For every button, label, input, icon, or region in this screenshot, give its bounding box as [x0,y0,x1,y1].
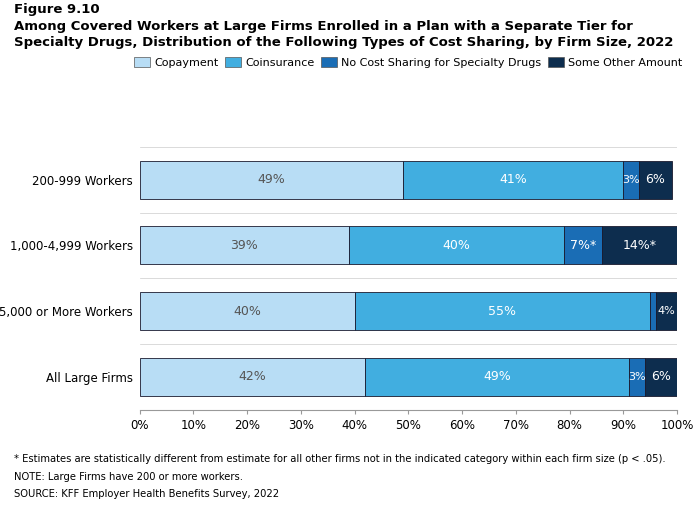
Bar [140,358,365,396]
Text: 42%: 42% [239,370,267,383]
Text: Figure 9.10: Figure 9.10 [14,3,100,16]
Text: 7%*: 7%* [570,239,596,252]
Bar [629,358,645,396]
Bar [564,226,602,265]
Bar [645,358,677,396]
Bar [602,226,677,265]
Bar [650,292,655,330]
Bar [655,292,677,330]
Text: 3%: 3% [623,175,640,185]
Text: 6%: 6% [646,173,665,186]
Bar [140,226,349,265]
Text: 14%*: 14%* [623,239,656,252]
Text: NOTE: Large Firms have 200 or more workers.: NOTE: Large Firms have 200 or more worke… [14,472,243,482]
Text: 49%: 49% [483,370,511,383]
Text: SOURCE: KFF Employer Health Benefits Survey, 2022: SOURCE: KFF Employer Health Benefits Sur… [14,489,279,499]
Bar [365,358,629,396]
Text: 49%: 49% [258,173,285,186]
Text: 40%: 40% [233,304,261,318]
Text: Among Covered Workers at Large Firms Enrolled in a Plan with a Separate Tier for: Among Covered Workers at Large Firms Enr… [14,20,674,49]
Bar [140,292,355,330]
Bar [639,161,671,199]
Text: 4%: 4% [658,306,675,316]
Bar [355,292,650,330]
Text: 41%: 41% [499,173,527,186]
Bar [623,161,639,199]
Text: * Estimates are statistically different from estimate for all other firms not in: * Estimates are statistically different … [14,454,666,464]
Bar [349,226,564,265]
Legend: Copayment, Coinsurance, No Cost Sharing for Specialty Drugs, Some Other Amount: Copayment, Coinsurance, No Cost Sharing … [130,53,687,72]
Text: 55%: 55% [489,304,517,318]
Text: 39%: 39% [230,239,258,252]
Text: 6%: 6% [651,370,671,383]
Text: 3%: 3% [628,372,646,382]
Text: 40%: 40% [443,239,470,252]
Bar [403,161,623,199]
Bar [140,161,403,199]
